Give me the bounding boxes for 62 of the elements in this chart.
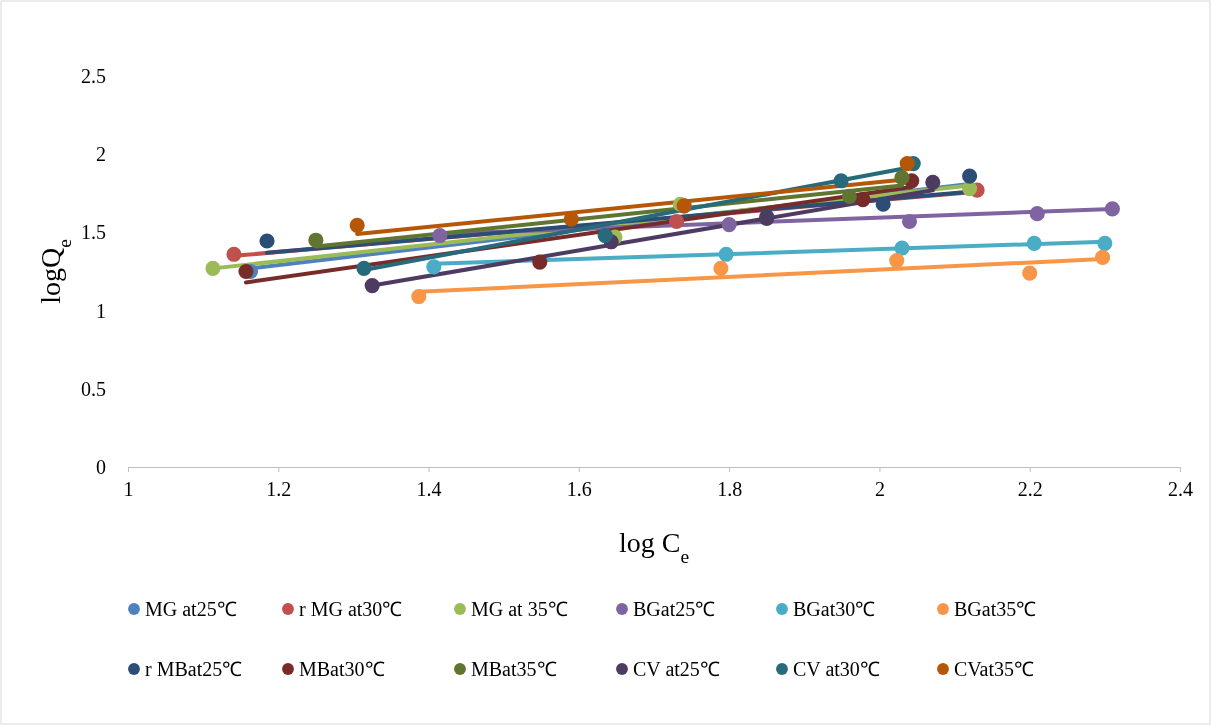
point xyxy=(238,263,254,280)
legend-label: CV at30℃ xyxy=(793,658,880,680)
y-tick-label: 1 xyxy=(96,299,106,322)
x-tick-label: 1.4 xyxy=(416,478,442,501)
point xyxy=(833,173,849,189)
y-tick-label: 2.5 xyxy=(81,64,106,87)
legend-label: CVat35℃ xyxy=(954,658,1034,680)
point xyxy=(901,213,918,230)
point xyxy=(962,181,978,197)
point xyxy=(349,217,365,233)
legend-label: BGat25℃ xyxy=(633,598,716,620)
point xyxy=(226,246,242,262)
point xyxy=(356,260,372,276)
legend-label: MG at25℃ xyxy=(145,598,237,620)
point xyxy=(259,233,275,249)
y-tick-label: 0 xyxy=(96,455,106,478)
point xyxy=(426,259,442,275)
y-tick-label: 0.5 xyxy=(81,377,106,400)
point xyxy=(205,260,221,276)
legend-label: CV at25℃ xyxy=(633,658,720,680)
legend-label: MG at 35℃ xyxy=(471,598,568,620)
x-tick-label: 1.6 xyxy=(566,478,592,501)
point xyxy=(841,188,857,204)
point xyxy=(1095,249,1111,265)
x-tick-label: 1.8 xyxy=(717,478,743,501)
point xyxy=(718,246,734,262)
point xyxy=(668,213,685,230)
point xyxy=(1029,206,1045,222)
point xyxy=(411,288,427,305)
point xyxy=(1097,235,1113,251)
x-tick-label: 1 xyxy=(123,478,134,501)
x-tick-label: 1.2 xyxy=(266,478,292,501)
point xyxy=(713,260,729,276)
y-tick-label: 1.5 xyxy=(81,221,106,244)
point xyxy=(1026,235,1042,251)
point xyxy=(308,232,324,248)
point xyxy=(1104,201,1120,217)
point xyxy=(1022,265,1038,281)
x-axis-title: log C$_{e}$ xyxy=(618,527,690,567)
point xyxy=(925,174,941,190)
legend-label: r MG at30℃ xyxy=(299,598,403,620)
y-tick-label: 2 xyxy=(96,143,106,166)
point xyxy=(894,170,910,186)
x-tick-label: 2 xyxy=(874,478,885,501)
point xyxy=(432,227,448,244)
x-tick-label: 2.4 xyxy=(1168,478,1193,501)
legend-label: MBat35℃ xyxy=(471,658,557,680)
point xyxy=(721,217,737,233)
point xyxy=(364,278,380,294)
point xyxy=(894,240,910,256)
legend-label: BGat30℃ xyxy=(793,598,876,620)
x-tick-label: 2.2 xyxy=(1017,478,1043,501)
legend-label: r MBat25℃ xyxy=(145,658,243,680)
point xyxy=(889,253,905,269)
point xyxy=(855,192,871,208)
legend-label: BGat35℃ xyxy=(954,598,1037,620)
point xyxy=(875,196,891,212)
point xyxy=(962,168,978,184)
legend-label: MBat30℃ xyxy=(299,658,385,680)
point xyxy=(597,227,613,244)
point xyxy=(899,156,915,172)
point xyxy=(532,254,548,270)
